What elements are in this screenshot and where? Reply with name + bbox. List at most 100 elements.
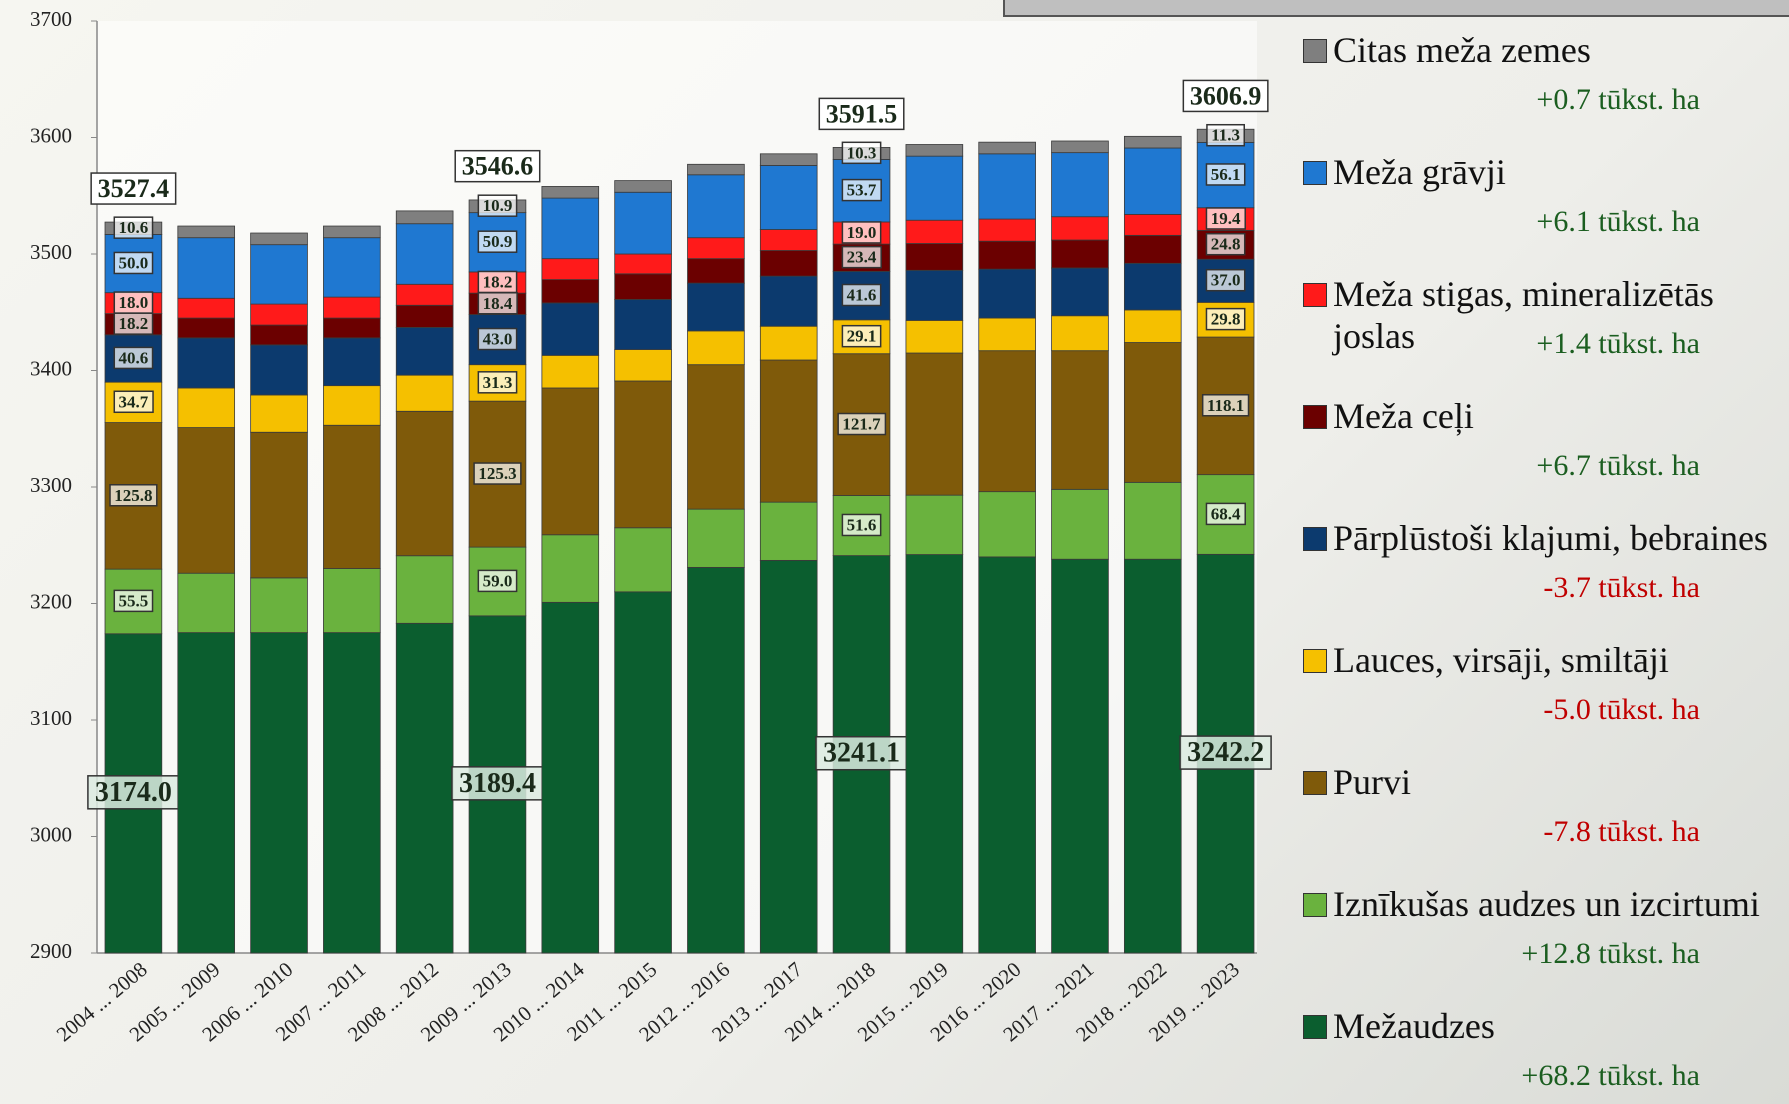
legend-swatch — [1303, 1015, 1327, 1039]
data-label: 125.3 — [478, 464, 516, 483]
legend-label: Purvi — [1333, 762, 1412, 802]
legend-label: Meža grāvji — [1333, 152, 1506, 192]
bar-segment — [323, 237, 381, 298]
legend-label: Pārplūstoši klajumi, bebraines — [1333, 518, 1768, 558]
bar-segment — [541, 186, 600, 199]
label-box — [841, 221, 882, 244]
label-box — [815, 735, 908, 771]
legend-change: +12.8 tūkst. ha — [1521, 937, 1700, 970]
data-label: 3527.4 — [98, 174, 170, 203]
data-label: 40.6 — [119, 348, 149, 367]
legend-swatch — [1303, 771, 1327, 795]
label-box — [87, 775, 180, 810]
bar-segment — [687, 566, 745, 954]
data-label: 24.8 — [1211, 235, 1241, 254]
bar-segment — [614, 591, 672, 954]
label-box — [113, 216, 154, 239]
label-box — [113, 390, 154, 414]
bar-segment — [323, 225, 381, 239]
label-box — [1179, 735, 1272, 770]
legend-label: Citas meža zemes — [1333, 30, 1591, 70]
legend-change: -5.0 tūkst. ha — [1543, 693, 1700, 726]
label-box — [837, 412, 887, 436]
legend-change: +1.4 tūkst. ha — [1536, 327, 1700, 360]
bar-segment — [177, 225, 236, 239]
bar-segment — [687, 237, 745, 260]
legend-entry: Pārplūstoši klajumi, bebraines — [1303, 517, 1773, 559]
data-label: 125.8 — [114, 486, 152, 505]
label-box — [841, 141, 882, 165]
data-label: 18.2 — [119, 314, 149, 333]
bar-segment — [978, 268, 1036, 319]
label-box — [841, 245, 882, 269]
legend-label: Mežaudzes — [1333, 1006, 1495, 1046]
label-box — [1205, 502, 1246, 526]
bar-segment — [177, 297, 236, 319]
title-box — [1003, 0, 1789, 17]
y-tick-label: 3300 — [30, 473, 72, 497]
label-box — [841, 178, 882, 202]
bar-segment — [1051, 216, 1109, 241]
bar-segment — [687, 258, 745, 284]
bar-segment — [614, 273, 672, 300]
label-box — [1182, 79, 1269, 113]
bar-segment — [978, 556, 1036, 954]
data-label: 10.6 — [119, 218, 149, 237]
y-tick-label: 3200 — [30, 589, 72, 613]
label-box — [477, 194, 518, 217]
bar-segment — [250, 632, 308, 954]
bar-segment — [541, 601, 600, 954]
bar-segment — [250, 577, 308, 634]
bar-segment — [177, 317, 236, 339]
legend-entry: Purvi — [1303, 761, 1773, 803]
bar-segment — [614, 253, 672, 275]
label-box — [1201, 394, 1250, 417]
label-box — [841, 283, 882, 307]
data-label: 51.6 — [847, 515, 877, 534]
label-box — [90, 172, 177, 205]
bar-segment — [1051, 152, 1109, 218]
data-label: 18.0 — [119, 293, 149, 312]
legend-swatch — [1303, 161, 1327, 185]
bar-segment — [541, 279, 600, 304]
bar-segment — [614, 380, 672, 529]
label-box — [477, 230, 518, 253]
legend-change: +6.1 tūkst. ha — [1536, 205, 1700, 238]
bar-segment — [614, 349, 672, 382]
legend-change: +0.7 tūkst. ha — [1536, 83, 1700, 116]
data-label: 41.6 — [847, 285, 877, 304]
data-label: 3546.6 — [462, 152, 534, 181]
bar-segment — [759, 250, 818, 277]
bar-segment — [250, 344, 308, 396]
bar-segment — [1051, 558, 1109, 954]
bar-segment — [1123, 262, 1182, 311]
data-label: 68.4 — [1211, 504, 1241, 523]
bar-segment — [395, 283, 454, 306]
legend-change: +6.7 tūkst. ha — [1536, 449, 1700, 482]
bar-segment — [250, 244, 308, 305]
bar-segment — [1123, 309, 1182, 343]
label-box — [841, 324, 882, 348]
legend-label: Lauces, virsāji, smiltāji — [1333, 640, 1669, 680]
bar-segment — [759, 275, 818, 327]
legend-change: +68.2 tūkst. ha — [1521, 1059, 1700, 1092]
bar-segment — [177, 387, 236, 428]
bar-segment — [323, 296, 381, 319]
label-box — [109, 484, 158, 507]
label-box — [841, 513, 882, 537]
y-tick-label: 3500 — [30, 240, 72, 264]
y-tick-label: 3700 — [30, 7, 72, 31]
bar-segment — [1051, 350, 1109, 490]
label-box — [477, 327, 518, 351]
data-label: 56.1 — [1211, 165, 1241, 184]
bar-segment — [1123, 147, 1182, 215]
data-label: 55.5 — [119, 591, 149, 610]
data-label: 29.8 — [1211, 310, 1241, 329]
bar-segment — [1123, 213, 1182, 236]
data-label: 19.0 — [847, 223, 877, 242]
bar-segment — [759, 325, 818, 361]
bar-segment — [614, 180, 672, 193]
y-tick-label: 2900 — [30, 939, 72, 963]
legend-swatch — [1303, 893, 1327, 917]
legend-entry: Mežaudzes — [1303, 1005, 1773, 1047]
